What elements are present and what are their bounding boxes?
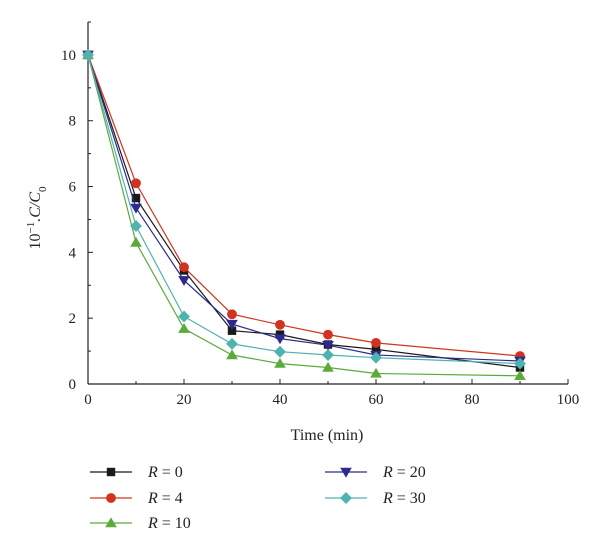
data-point <box>275 319 285 330</box>
legend-variable: R <box>147 464 158 481</box>
data-point <box>322 361 334 372</box>
legend-swatch-marker <box>105 517 117 528</box>
x-tick-label: 0 <box>84 392 92 408</box>
legend-variable: R <box>382 464 393 481</box>
legend-swatch-marker <box>340 467 352 478</box>
y-tick-label: 6 <box>69 180 77 196</box>
legend-label: R = 4 <box>147 490 183 507</box>
legend: R = 0R = 4R = 10R = 20R = 30 <box>90 464 426 532</box>
series-20 <box>82 50 526 367</box>
data-point <box>178 310 190 323</box>
y-tick-label: 2 <box>69 311 77 327</box>
y-tick-label: 10 <box>61 48 76 64</box>
data-point <box>130 203 142 214</box>
series-line <box>87 54 521 362</box>
data-point <box>274 345 286 358</box>
legend-label: R = 0 <box>147 464 183 481</box>
legend-variable: R <box>382 490 393 507</box>
legend-value: = 4 <box>158 490 183 507</box>
data-point <box>131 193 141 203</box>
legend-swatch-marker <box>340 492 352 504</box>
series-line <box>87 54 521 365</box>
legend-label: R = 30 <box>382 490 426 507</box>
x-tick-label: 80 <box>465 392 480 408</box>
series-4 <box>83 50 525 361</box>
data-point <box>131 178 141 189</box>
legend-swatch-marker <box>106 467 116 477</box>
data-point <box>370 367 382 378</box>
legend-swatch-marker <box>106 493 116 503</box>
data-point <box>178 323 190 333</box>
data-point <box>226 349 238 360</box>
data-point <box>322 340 334 351</box>
axes: 0 20 40 60 80 100 0 2 4 6 8 10 <box>61 21 580 408</box>
data-point <box>514 357 526 370</box>
legend-label: R = 20 <box>382 464 426 481</box>
data-point <box>82 48 94 61</box>
legend-item-10: R = 10 <box>90 515 191 532</box>
data-point <box>130 220 142 232</box>
y-axis-title-rest: .C/C <box>27 192 44 222</box>
data-point <box>322 349 334 361</box>
data-point <box>274 334 286 345</box>
data-point <box>227 309 237 320</box>
x-tick-label: 20 <box>177 392 192 408</box>
data-point <box>226 319 238 330</box>
x-tick-label: 40 <box>273 392 288 408</box>
data-point <box>179 262 189 273</box>
y-tick-label: 4 <box>69 245 77 261</box>
legend-value: = 30 <box>393 490 426 507</box>
legend-value: = 0 <box>158 464 183 481</box>
series-line <box>87 54 521 377</box>
x-tick-label: 100 <box>557 392 580 408</box>
legend-label: R = 10 <box>147 515 191 532</box>
legend-item-20: R = 20 <box>325 464 426 481</box>
data-point <box>514 370 526 380</box>
series-0 <box>83 50 525 372</box>
data-point <box>371 337 381 348</box>
y-axis-title-base: 10 <box>27 234 44 250</box>
legend-value: = 20 <box>393 464 426 481</box>
y-tick-label: 8 <box>69 114 77 130</box>
legend-variable: R <box>147 515 158 532</box>
x-axis-title: Time (min) <box>291 427 364 444</box>
legend-item-0: R = 0 <box>90 464 183 481</box>
y-axis-title-exponent: −1 <box>25 222 37 234</box>
data-point <box>370 351 382 364</box>
data-point <box>226 337 238 350</box>
series-30 <box>82 48 526 370</box>
data-point <box>130 236 142 247</box>
data-point <box>323 329 333 340</box>
legend-value: = 10 <box>158 515 191 532</box>
x-tick-label: 60 <box>369 392 384 408</box>
y-axis-title-subscript: 0 <box>37 186 49 192</box>
data-point <box>274 357 286 368</box>
data-point <box>178 276 190 286</box>
series-line <box>87 54 521 369</box>
legend-item-4: R = 4 <box>90 490 183 507</box>
y-axis-title: 10−1.C/C0 <box>25 186 49 250</box>
series-group <box>82 48 526 380</box>
y-tick-label: 0 <box>69 377 77 393</box>
series-line <box>87 54 521 357</box>
legend-variable: R <box>147 490 158 507</box>
legend-item-30: R = 30 <box>325 490 426 507</box>
